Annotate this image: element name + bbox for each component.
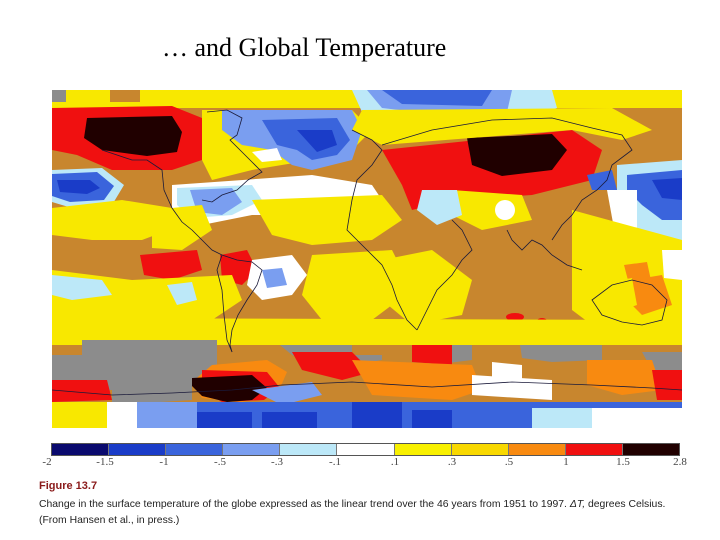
colorbar-tick: -2	[42, 456, 52, 468]
caption-text: Change in the surface temperature of the…	[39, 499, 567, 510]
colorbar-tick: -.1	[329, 456, 341, 468]
colorbar-bin	[109, 444, 167, 455]
colorbar-bin	[394, 444, 452, 455]
colorbar-bin	[166, 444, 224, 455]
slide-title: … and Global Temperature	[162, 33, 447, 62]
colorbar-legend	[51, 443, 680, 456]
colorbar-bin	[337, 444, 395, 455]
caption-text: Celsius. (From Hansen et al., in press.)	[39, 499, 666, 526]
colorbar-bin	[52, 444, 110, 455]
world-map-svg	[52, 90, 682, 428]
figure-label: Figure 13.7	[39, 480, 98, 492]
coastline-icon	[52, 109, 682, 396]
colorbar-tick: -.3	[271, 456, 283, 468]
colorbar-bin	[280, 444, 338, 455]
colorbar-ticks: -2 -1.5 -1 -.5 -.3 -.1 .1 .3 .5 1 1.5 2.…	[0, 456, 720, 472]
colorbar-bin	[622, 444, 680, 455]
colorbar-bin	[508, 444, 566, 455]
temperature-trend-map	[52, 90, 682, 428]
colorbar-tick: -1.5	[96, 456, 114, 468]
colorbar-tick: .3	[447, 456, 457, 468]
colorbar-bin	[565, 444, 623, 455]
caption-text: degrees	[588, 499, 626, 510]
colorbar-tick: 1	[563, 456, 569, 468]
colorbar-bin	[223, 444, 281, 455]
delta-t-symbol: ΔT,	[569, 499, 586, 510]
colorbar-tick: 1.5	[616, 456, 630, 468]
colorbar-tick: .1	[390, 456, 400, 468]
colorbar-bin	[451, 444, 509, 455]
figure-caption: Change in the surface temperature of the…	[39, 497, 679, 529]
colorbar-tick: 2.8	[673, 456, 687, 468]
colorbar-tick: .5	[504, 456, 514, 468]
colorbar-tick: -1	[159, 456, 169, 468]
colorbar-tick: -.5	[214, 456, 226, 468]
